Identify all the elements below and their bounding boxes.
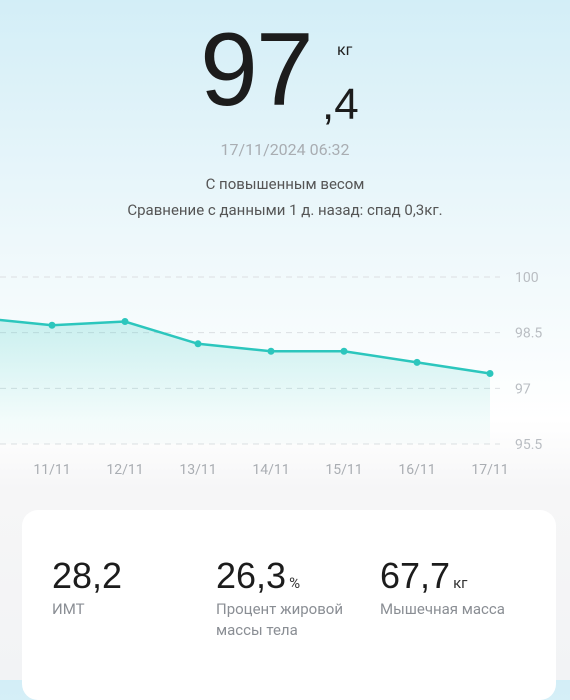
- stat-value: 28,2: [52, 555, 123, 596]
- stat-value: 67,7: [380, 555, 451, 596]
- stat-label: Мышечная масса: [380, 600, 505, 618]
- chart: 100 98.5 97 95.5 11/11 12/11 13/11 14/11 15/11 16…: [0, 270, 542, 478]
- x-tick-label: 11/11: [33, 462, 70, 478]
- point: [48, 321, 56, 329]
- stat: 28,2 ИМТ: [52, 555, 202, 620]
- stat-unit: %: [289, 574, 301, 592]
- stat-row: 28,2: [52, 555, 202, 597]
- date: 17/11/2024 06:32: [220, 140, 350, 159]
- x-tick-label: 12/11: [106, 462, 143, 478]
- point: [486, 369, 494, 377]
- x-tick-label: 13/11: [179, 462, 216, 478]
- stat-row: 67,7 кг: [380, 555, 530, 597]
- point: [413, 358, 421, 366]
- x-tick-label: 17/11: [471, 462, 508, 478]
- point: [121, 318, 129, 326]
- x-tick-label: 15/11: [325, 462, 362, 478]
- weight-integer: 97: [200, 12, 314, 128]
- stat-label: ИМТ: [52, 600, 85, 618]
- stat-row: 26,3%: [216, 555, 366, 597]
- weight-unit: кг: [337, 40, 353, 59]
- stat-value: 26,3: [216, 555, 287, 596]
- status: С повышенным весом: [205, 175, 365, 193]
- y-tick-label: 98.5: [515, 326, 542, 342]
- comparison: Сравнение с данными 1 д. назад: спад 0,3…: [127, 201, 443, 219]
- y-tick-label: 95.5: [515, 437, 542, 453]
- point: [340, 347, 348, 355]
- stats-card: 28,2 ИМТ 26,3% Процент жировой массы тела 67…: [22, 510, 556, 700]
- weight-decimal: ,4: [322, 80, 359, 129]
- x-tick-label: 14/11: [252, 462, 289, 478]
- area: [0, 319, 490, 444]
- point: [194, 340, 202, 348]
- y-tick-label: 100: [515, 270, 539, 286]
- y-tick-label: 97: [515, 381, 531, 397]
- x-tick-label: 16/11: [398, 462, 435, 478]
- line: [0, 318, 491, 375]
- stat-label: Процент жировой массы тела: [216, 600, 344, 639]
- point: [267, 347, 275, 355]
- stat: 26,3% Процент жировой массы тела: [216, 555, 366, 641]
- screen: 97 ,4 кг 17/11/2024 06:32 С повышенным в…: [0, 0, 570, 680]
- stat: 67,7 кг Мышечная масса: [380, 555, 530, 620]
- stat-unit: кг: [453, 574, 468, 592]
